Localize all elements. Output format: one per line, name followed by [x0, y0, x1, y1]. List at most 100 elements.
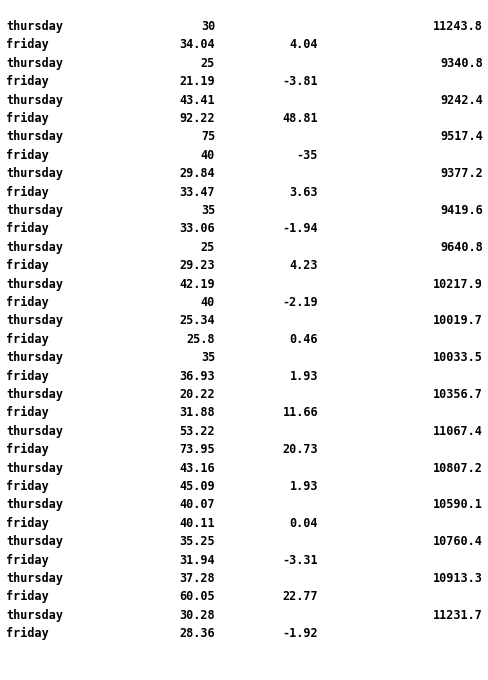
Text: 9419.6: 9419.6 [439, 204, 482, 217]
Text: 25.8: 25.8 [186, 333, 215, 346]
Text: 53.22: 53.22 [179, 425, 215, 438]
Text: 34.04: 34.04 [179, 38, 215, 52]
Text: 33.06: 33.06 [179, 222, 215, 235]
Text: -1.92: -1.92 [282, 627, 317, 640]
Text: thursday: thursday [6, 609, 63, 622]
Text: 20.22: 20.22 [179, 388, 215, 401]
Text: 28.36: 28.36 [179, 627, 215, 640]
Text: friday: friday [6, 222, 49, 235]
Text: 29.84: 29.84 [179, 167, 215, 180]
Text: thursday: thursday [6, 388, 63, 401]
Text: thursday: thursday [6, 204, 63, 217]
Text: 43.41: 43.41 [179, 94, 215, 107]
Text: 11067.4: 11067.4 [432, 425, 482, 438]
Text: 11231.7: 11231.7 [432, 609, 482, 622]
Text: friday: friday [6, 590, 49, 603]
Text: friday: friday [6, 333, 49, 346]
Text: 3.63: 3.63 [289, 186, 317, 199]
Text: thursday: thursday [6, 572, 63, 585]
Text: 60.05: 60.05 [179, 590, 215, 603]
Text: 10590.1: 10590.1 [432, 498, 482, 511]
Text: thursday: thursday [6, 462, 63, 475]
Text: 37.28: 37.28 [179, 572, 215, 585]
Text: 25: 25 [201, 241, 215, 254]
Text: thursday: thursday [6, 498, 63, 511]
Text: 75: 75 [201, 131, 215, 143]
Text: 31.88: 31.88 [179, 407, 215, 420]
Text: 35: 35 [201, 351, 215, 364]
Text: friday: friday [6, 259, 49, 272]
Text: thursday: thursday [6, 20, 63, 33]
Text: 11243.8: 11243.8 [432, 20, 482, 33]
Text: friday: friday [6, 296, 49, 309]
Text: 35.25: 35.25 [179, 535, 215, 548]
Text: 10217.9: 10217.9 [432, 277, 482, 290]
Text: friday: friday [6, 38, 49, 52]
Text: 9242.4: 9242.4 [439, 94, 482, 107]
Text: -2.19: -2.19 [282, 296, 317, 309]
Text: 40: 40 [201, 149, 215, 162]
Text: 9340.8: 9340.8 [439, 57, 482, 70]
Text: friday: friday [6, 370, 49, 383]
Text: 29.23: 29.23 [179, 259, 215, 272]
Text: 35: 35 [201, 204, 215, 217]
Text: 10913.3: 10913.3 [432, 572, 482, 585]
Text: 9640.8: 9640.8 [439, 241, 482, 254]
Text: thursday: thursday [6, 167, 63, 180]
Text: friday: friday [6, 627, 49, 641]
Text: thursday: thursday [6, 351, 63, 364]
Text: 22.77: 22.77 [282, 590, 317, 603]
Text: 20.73: 20.73 [282, 443, 317, 456]
Text: 4.23: 4.23 [289, 259, 317, 272]
Text: 11.66: 11.66 [282, 407, 317, 420]
Text: 10033.5: 10033.5 [432, 351, 482, 364]
Text: 31.94: 31.94 [179, 554, 215, 566]
Text: 40: 40 [201, 296, 215, 309]
Text: friday: friday [6, 186, 49, 199]
Text: 1.93: 1.93 [289, 480, 317, 493]
Text: friday: friday [6, 554, 49, 566]
Text: 10807.2: 10807.2 [432, 462, 482, 475]
Text: thursday: thursday [6, 535, 63, 548]
Text: thursday: thursday [6, 277, 63, 290]
Text: friday: friday [6, 443, 49, 456]
Text: 25: 25 [201, 57, 215, 70]
Text: friday: friday [6, 517, 49, 530]
Text: friday: friday [6, 112, 49, 125]
Text: -1.94: -1.94 [282, 222, 317, 235]
Text: thursday: thursday [6, 131, 63, 143]
Text: friday: friday [6, 149, 49, 162]
Text: 1.93: 1.93 [289, 370, 317, 383]
Text: 45.09: 45.09 [179, 480, 215, 493]
Text: friday: friday [6, 480, 49, 493]
Text: 10019.7: 10019.7 [432, 314, 482, 327]
Text: 92.22: 92.22 [179, 112, 215, 125]
Text: thursday: thursday [6, 57, 63, 70]
Text: 21.19: 21.19 [179, 75, 215, 88]
Text: 10760.4: 10760.4 [432, 535, 482, 548]
Text: 25.34: 25.34 [179, 314, 215, 327]
Text: 10356.7: 10356.7 [432, 388, 482, 401]
Text: thursday: thursday [6, 314, 63, 327]
Text: 4.04: 4.04 [289, 38, 317, 52]
Text: 73.95: 73.95 [179, 443, 215, 456]
Text: -3.31: -3.31 [282, 554, 317, 566]
Text: 30: 30 [201, 20, 215, 33]
Text: thursday: thursday [6, 425, 63, 438]
Text: 0.04: 0.04 [289, 517, 317, 530]
Text: friday: friday [6, 75, 49, 88]
Text: 33.47: 33.47 [179, 186, 215, 199]
Text: -3.81: -3.81 [282, 75, 317, 88]
Text: 9377.2: 9377.2 [439, 167, 482, 180]
Text: 40.11: 40.11 [179, 517, 215, 530]
Text: 36.93: 36.93 [179, 370, 215, 383]
Text: thursday: thursday [6, 241, 63, 254]
Text: friday: friday [6, 407, 49, 420]
Text: 0.46: 0.46 [289, 333, 317, 346]
Text: 9517.4: 9517.4 [439, 131, 482, 143]
Text: 43.16: 43.16 [179, 462, 215, 475]
Text: thursday: thursday [6, 94, 63, 107]
Text: 40.07: 40.07 [179, 498, 215, 511]
Text: 42.19: 42.19 [179, 277, 215, 290]
Text: 48.81: 48.81 [282, 112, 317, 125]
